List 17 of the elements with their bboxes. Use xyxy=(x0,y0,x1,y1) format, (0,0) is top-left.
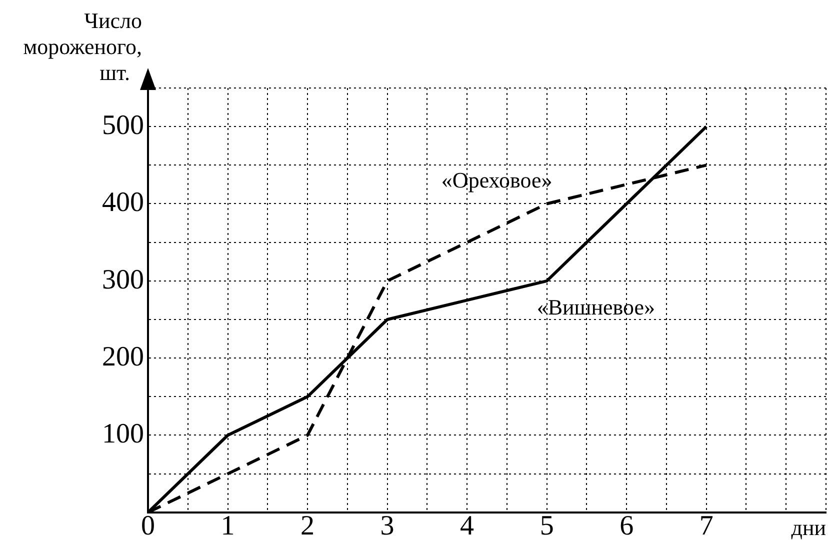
x-tick-label: 2 xyxy=(300,510,315,542)
series-label: «Вишневое» xyxy=(536,294,656,320)
x-tick-label: 0 xyxy=(141,510,155,542)
y-axis-title: Число мороженого, шт. xyxy=(23,8,142,85)
y-tick-label: 500 xyxy=(102,110,144,141)
x-axis-title: дни xyxy=(791,515,826,540)
x-tick-label: 6 xyxy=(620,510,634,542)
x-tick-label: 1 xyxy=(220,510,235,542)
y-tick-label: 100 xyxy=(102,418,144,450)
x-tick-label: 4 xyxy=(460,510,474,542)
x-tick-label: 5 xyxy=(540,510,554,542)
y-tick-label: 200 xyxy=(102,341,144,372)
y-tick-label: 300 xyxy=(102,264,144,296)
series-label: «Ореховое» xyxy=(441,168,552,193)
y-tick-label: 400 xyxy=(102,187,144,218)
x-tick-label: 3 xyxy=(380,510,394,542)
x-tick-label: 7 xyxy=(699,510,714,542)
